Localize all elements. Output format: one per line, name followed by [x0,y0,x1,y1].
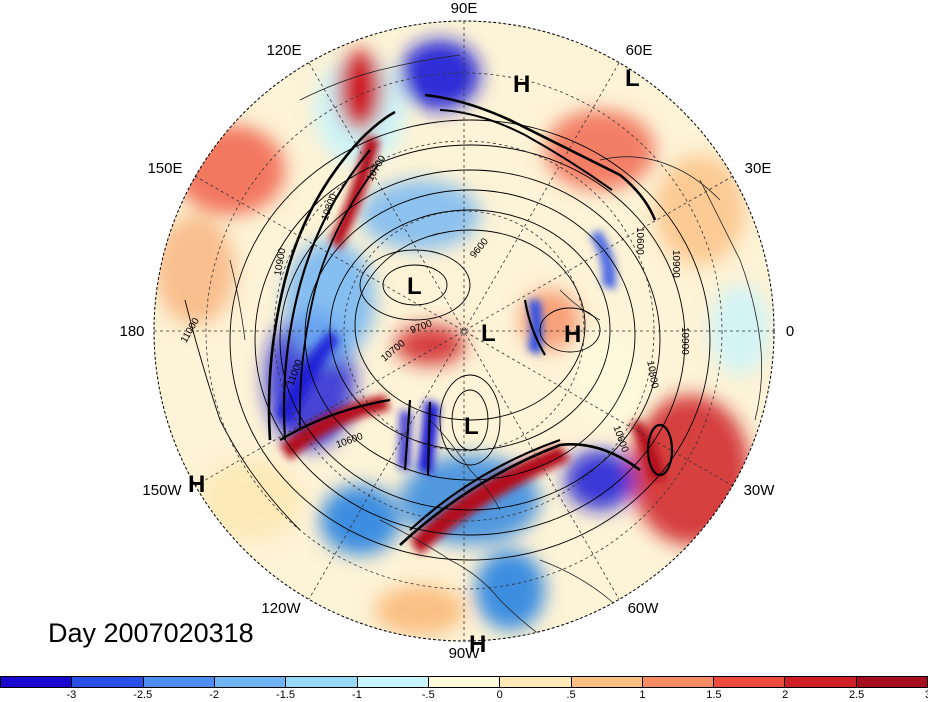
colorbar-swatch [571,677,643,687]
lon-label-150e: 150E [147,160,182,177]
low-center-marker: L [407,273,422,300]
low-center-marker: L [464,413,479,440]
colorbar-tick-label: -2 [209,689,220,701]
lon-label-60w: 60W [628,600,660,617]
high-center-marker: H [513,71,530,98]
map-boundary [153,20,775,642]
colorbar-swatch [214,677,287,687]
low-center-marker: L [625,65,640,92]
coastlines [229,54,763,641]
lon-label-90e: 90E [451,0,478,17]
low-center-marker: L [481,320,496,347]
lon-label-90w: 90W [449,645,481,662]
colorbar-swatch [72,677,144,687]
lon-label-150w: 150W [142,482,182,499]
colorbar-swatch [856,677,928,687]
colorbar: -3 -2.5 -2 -1.5 -1 -.5 0 .5 1 1.5 2 2.5 3 [0,676,928,702]
lon-label-60e: 60E [626,42,653,59]
colorbar-tick-label: -.5 [421,689,435,701]
colorbar-swatch [428,677,501,687]
lon-label-180: 180 [119,323,144,340]
lon-label-120w: 120W [261,600,301,617]
lon-label-0: 0 [786,323,794,340]
colorbar-swatch [357,677,429,687]
colorbar-tick-label: -3 [66,689,77,701]
colorbar-swatch [143,677,215,687]
colorbar-tick-label: 0 [496,689,503,701]
lon-label-120e: 120E [266,42,301,59]
colorbar-tick-label: 2 [782,689,789,701]
colorbar-tick-label: -2.5 [133,689,153,701]
colorbar-swatch [642,677,715,687]
contour-label: 10800 [644,360,660,390]
contour-label: 10900 [670,250,681,278]
colorbar-tick-label: 3 [925,689,928,701]
colorbar-swatch [785,677,857,687]
height-contours [184,93,711,561]
contour-label: 10900 [679,327,690,355]
colorbar-tick-label: -1.5 [276,689,296,701]
high-center-marker: H [469,631,486,658]
high-center-marker: H [564,321,581,348]
contour-label: 10600 [634,227,645,255]
lon-label-30e: 30E [745,160,772,177]
polar-map: 11000 10900 10800 10700 10600 10600 9600… [119,0,794,662]
colorbar-tick-label: -1 [352,689,362,701]
colorbar-tick-label: .5 [566,689,576,701]
colorbar-tick-label: 2.5 [848,689,865,701]
colorbar-swatch [286,677,358,687]
colorbar-tick-label: 1 [639,689,646,701]
colorbar-tick-label: 1.5 [706,689,722,701]
colorbar-swatch [500,677,572,687]
contour-label: 10900 [273,247,289,277]
high-center-marker: H [188,471,205,498]
graticule [154,21,774,641]
day-label: Day 2007020318 [48,618,254,648]
colorbar-swatch [714,677,786,687]
colorbar-swatch [1,677,73,687]
colorbar-boxes [0,676,928,688]
lon-label-30w: 30W [744,482,776,499]
